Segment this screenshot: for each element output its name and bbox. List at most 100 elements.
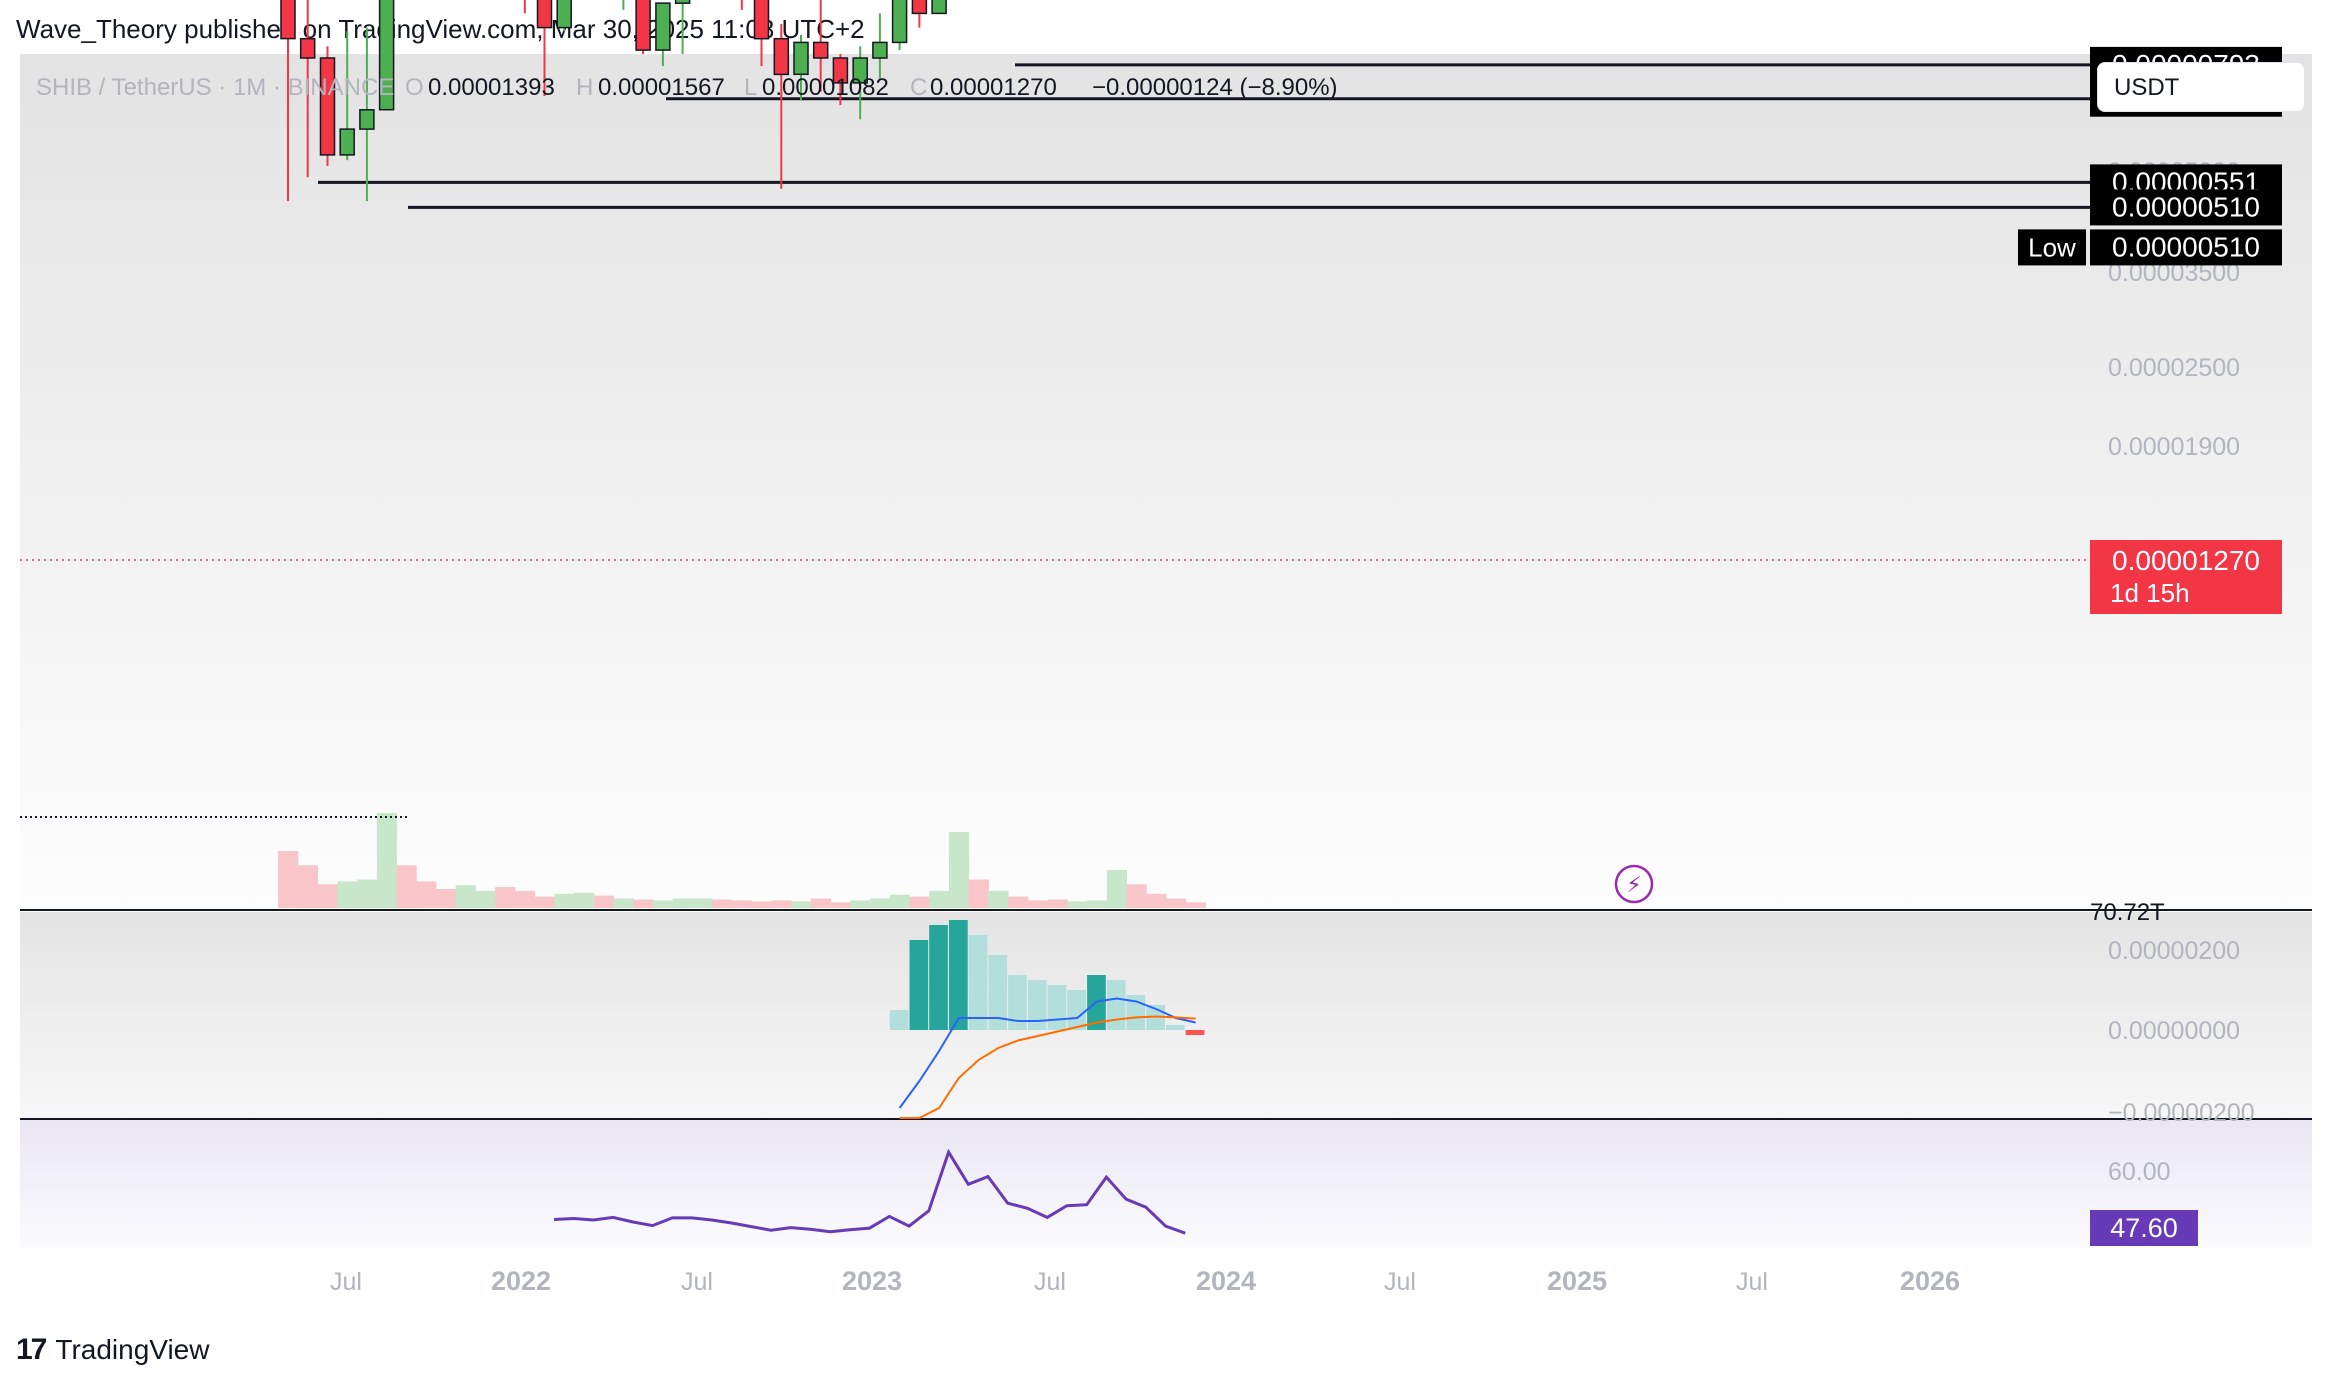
macd-line: [898, 997, 1196, 1109]
candle-down: [635, 0, 651, 51]
volume-bar: [850, 900, 871, 908]
volume-bar: [988, 890, 1009, 908]
time-axis-tick: Jul: [1034, 1268, 1066, 1296]
price-level-label: 0.00000510: [2112, 191, 2260, 222]
candle-up: [378, 0, 395, 111]
candle-up: [655, 2, 671, 51]
volume-bar: [1166, 898, 1187, 908]
legend-change: −0.00000124 (−8.90%): [1092, 74, 1338, 101]
low-price-label: 0.00000510: [2112, 231, 2260, 262]
candle-up: [339, 128, 355, 156]
currency-label: USDT: [2114, 74, 2180, 101]
volume-bar: [712, 899, 733, 908]
rsi-value-badge: [2090, 1210, 2198, 1246]
candle-up: [359, 109, 375, 130]
candle-down: [753, 0, 770, 40]
volume-bar: [317, 884, 338, 909]
volume-bar: [791, 901, 812, 909]
volume-bar: [396, 865, 417, 909]
volume-bar: [278, 851, 299, 908]
volume-bar: [771, 900, 792, 908]
legend-low: 0.00001082: [762, 74, 889, 101]
time-axis: Jul 2022 Jul 2023 Jul 2024 Jul 2025 Jul 2026: [330, 1266, 1960, 1296]
rsi-pane-background: [20, 1120, 2312, 1248]
macd-histogram-bar: [1067, 990, 1086, 1030]
tradingview-footer[interactable]: 17 TradingView: [16, 1330, 209, 1370]
volume-bar: [613, 898, 634, 908]
rsi-indicator: [553, 1148, 1186, 1235]
candle-up: [872, 41, 888, 59]
candle-down: [812, 41, 829, 59]
volume-bar: [672, 898, 693, 908]
macd-axis-tick: 0.00000200: [2108, 937, 2240, 965]
legend-close-label: C: [910, 74, 927, 101]
time-axis-tick: Jul: [330, 1268, 362, 1296]
price-axis-tick: 0.00002500: [2108, 354, 2240, 382]
volume-bar: [1106, 870, 1127, 908]
macd-histogram-bar: [929, 925, 948, 1030]
volume-bar: [416, 881, 437, 908]
volume-bar: [514, 890, 536, 908]
volume-bar: [475, 890, 496, 908]
macd-histogram-bar: [1106, 980, 1126, 1030]
time-axis-tick: 2022: [491, 1266, 551, 1296]
candle-up: [852, 57, 868, 84]
volume-bar: [436, 889, 457, 908]
legend-close: 0.00001270: [930, 74, 1057, 101]
low-label: Low: [2028, 232, 2076, 262]
time-axis-tick: 2023: [842, 1266, 902, 1296]
macd-histogram-bar: [949, 920, 968, 1030]
volume-bar: [653, 900, 674, 908]
volume-bar: [909, 896, 930, 908]
price-pane-background: [20, 54, 2312, 910]
volume-bar: [929, 890, 950, 908]
macd-histogram-bar: [988, 955, 1008, 1030]
volume-bar: [949, 832, 970, 908]
legend-high-label: H: [576, 74, 593, 101]
volume-bar: [1126, 884, 1147, 909]
legend-symbol: SHIB / TetherUS · 1M · BINANCE: [36, 74, 394, 101]
time-axis-tick: Jul: [681, 1268, 713, 1296]
volume-bar: [357, 879, 378, 908]
macd-axis-tick: 0.00000000: [2108, 1017, 2240, 1045]
candle-up: [556, 0, 572, 29]
tradingview-brand: TradingView: [55, 1334, 210, 1365]
volume-bar: [1146, 893, 1167, 909]
volume-bar: [1185, 902, 1206, 908]
bar-countdown-label: 1d 15h: [2110, 578, 2190, 608]
volume-value-label: 70.72T: [2090, 899, 2165, 926]
candle-down: [536, 0, 553, 29]
last-price-label: 0.00001270: [2112, 545, 2260, 576]
volume-bar: [554, 893, 575, 909]
low-price-badge: [2090, 229, 2282, 266]
candle-down: [299, 37, 316, 59]
legend-open-label: O: [405, 74, 424, 101]
volume-bar: [297, 865, 319, 909]
volume-bar: [692, 898, 713, 908]
macd-histogram-bar: [909, 940, 929, 1030]
volume-bar: [534, 896, 555, 908]
legend-low-label: L: [744, 74, 757, 101]
publish-info: published on TradingView.com, Mar 30, 20…: [184, 14, 865, 44]
legend-open: 0.00001393: [428, 74, 555, 101]
last-price-badge: [2090, 540, 2282, 614]
volume-bar: [1027, 900, 1049, 908]
volume-bar: [1047, 899, 1068, 908]
rsi-axis-tick: 60.00: [2108, 1158, 2171, 1186]
candle-up: [931, 0, 947, 15]
author-name[interactable]: Wave_Theory: [16, 14, 177, 44]
currency-selector-button[interactable]: USDT: [2097, 62, 2305, 112]
macd-indicator: [889, 920, 1205, 1119]
low-badge: [2018, 229, 2086, 266]
volume-bar: [574, 892, 595, 908]
macd-histogram-bar: [889, 1010, 909, 1030]
macd-histogram-bar: [1008, 975, 1027, 1030]
lightning-icon: [1614, 864, 1654, 904]
macd-pane-background: [20, 912, 2312, 1118]
volume-bar: [495, 887, 516, 908]
candles-layer: [280, 0, 947, 202]
rsi-value-label: 47.60: [2110, 1213, 2178, 1243]
candle-up: [891, 0, 908, 44]
volume-bar: [731, 900, 753, 908]
